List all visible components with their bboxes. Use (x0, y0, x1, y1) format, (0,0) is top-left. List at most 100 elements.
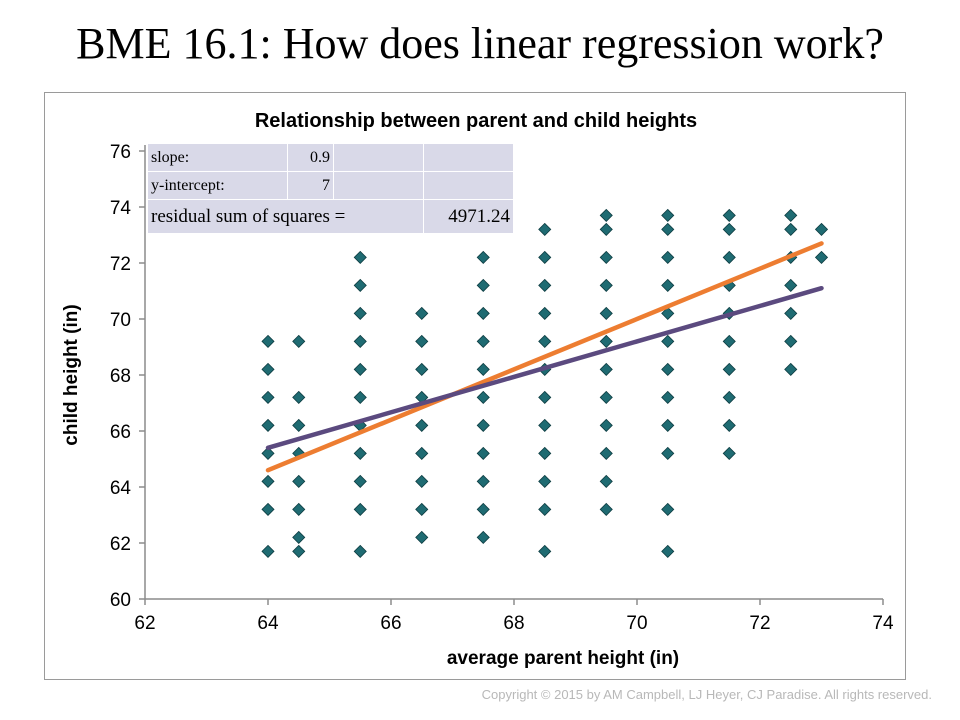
data-point (538, 222, 552, 236)
data-point (661, 544, 675, 558)
y-tick-label: 70 (110, 310, 131, 331)
rss-value: 4971.24 (423, 199, 514, 234)
copyright-notice: Copyright © 2015 by AM Campbell, LJ Heye… (481, 687, 932, 702)
data-point (599, 446, 613, 460)
data-point (599, 418, 613, 432)
data-point (353, 278, 367, 292)
data-point (722, 334, 736, 348)
data-point (599, 502, 613, 516)
data-point (784, 306, 798, 320)
data-point (476, 446, 490, 460)
data-point (292, 530, 306, 544)
data-point (292, 544, 306, 558)
data-point (292, 390, 306, 404)
empty-cell (333, 171, 424, 200)
data-point (353, 362, 367, 376)
slope-value[interactable]: 0.9 (287, 143, 334, 172)
data-point (722, 362, 736, 376)
data-point (599, 474, 613, 488)
rss-label: residual sum of squares = (147, 199, 424, 234)
data-point (661, 278, 675, 292)
data-point (599, 222, 613, 236)
data-point (661, 418, 675, 432)
data-point (661, 306, 675, 320)
data-point (661, 390, 675, 404)
data-point (538, 250, 552, 264)
data-point (415, 362, 429, 376)
y-intercept-value[interactable]: 7 (287, 171, 334, 200)
data-point (538, 474, 552, 488)
data-point (415, 334, 429, 348)
x-axis-label: average parent height (in) (447, 648, 679, 669)
data-point (784, 334, 798, 348)
x-tick-label: 70 (626, 613, 647, 634)
data-point (415, 530, 429, 544)
x-tick-label: 72 (749, 613, 770, 634)
data-point (476, 306, 490, 320)
data-point (476, 530, 490, 544)
data-point (353, 502, 367, 516)
slope-row: slope: 0.9 (147, 143, 514, 172)
data-point (599, 390, 613, 404)
data-point (661, 250, 675, 264)
data-point (784, 278, 798, 292)
data-point (538, 390, 552, 404)
data-point (261, 502, 275, 516)
data-point (784, 208, 798, 222)
data-point (538, 278, 552, 292)
data-point (292, 474, 306, 488)
data-point (538, 334, 552, 348)
data-point (661, 222, 675, 236)
data-point (261, 334, 275, 348)
intercept-row: y-intercept: 7 (147, 171, 514, 200)
chart-title: Relationship between parent and child he… (255, 110, 697, 132)
data-point (261, 544, 275, 558)
data-point (722, 390, 736, 404)
data-point (476, 474, 490, 488)
data-point (353, 306, 367, 320)
data-point (261, 390, 275, 404)
data-point (538, 502, 552, 516)
data-point (261, 474, 275, 488)
y-tick-label: 74 (110, 198, 132, 219)
x-tick-label: 64 (257, 613, 279, 634)
data-point (476, 250, 490, 264)
x-tick-label: 66 (380, 613, 401, 634)
data-point (353, 390, 367, 404)
data-point (599, 250, 613, 264)
empty-cell (333, 143, 424, 172)
data-point (784, 222, 798, 236)
empty-cell (423, 143, 514, 172)
data-point (261, 446, 275, 460)
data-point (353, 334, 367, 348)
data-point (538, 446, 552, 460)
data-point (661, 362, 675, 376)
data-point (722, 418, 736, 432)
scatter-chart: Relationship between parent and child he… (61, 110, 894, 669)
data-point (415, 474, 429, 488)
data-point (415, 418, 429, 432)
data-point (661, 334, 675, 348)
y-tick-label: 60 (110, 590, 131, 611)
y-tick-label: 62 (110, 534, 131, 555)
data-point (292, 502, 306, 516)
data-point (476, 502, 490, 516)
orange-regression-line (265, 241, 824, 473)
data-point (353, 544, 367, 558)
data-point (599, 208, 613, 222)
data-point (476, 278, 490, 292)
data-point (538, 544, 552, 558)
data-point (538, 306, 552, 320)
y-axis-label: child height (in) (61, 304, 82, 445)
purple-regression-line (265, 285, 824, 451)
data-point (722, 250, 736, 264)
y-tick-label: 68 (110, 366, 131, 387)
data-point (722, 208, 736, 222)
y-tick-label: 72 (110, 254, 131, 275)
y-tick-label: 64 (110, 478, 132, 499)
data-point (722, 222, 736, 236)
data-point (814, 222, 829, 236)
data-point (538, 418, 552, 432)
data-point (476, 362, 490, 376)
y-tick-label: 66 (110, 422, 131, 443)
